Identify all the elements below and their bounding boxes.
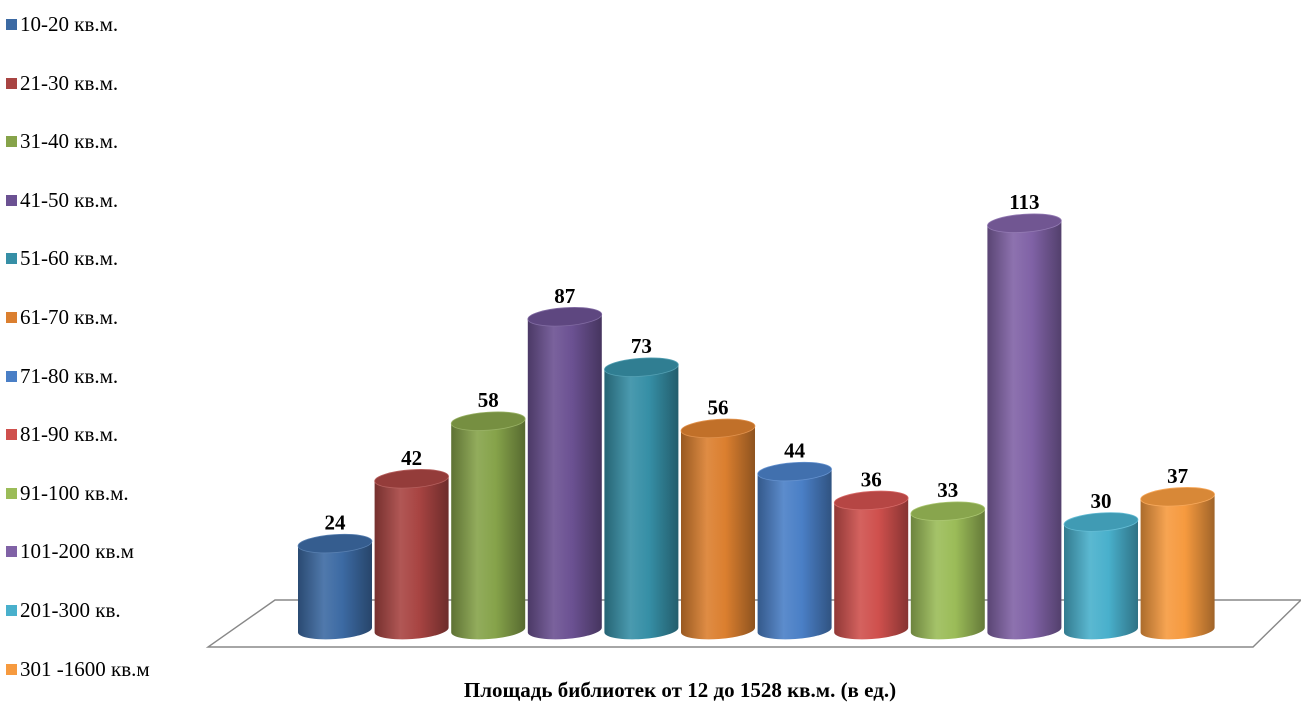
data-label: 37 [1167,464,1188,488]
legend-item: 201-300 кв. [6,597,216,656]
bar [1140,487,1215,640]
bar-top [910,501,986,521]
chart-legend: 10-20 кв.м. 21-30 кв.м. 31-40 кв.м. 41-50 к… [6,11,216,714]
bar-body [1140,494,1215,640]
legend-label: 21-30 кв.м. [20,70,119,95]
bar [987,213,1062,640]
bar-body [834,497,909,640]
legend-swatch [6,253,17,265]
data-label: 113 [1009,190,1039,214]
legend-item: 101-200 кв.м [6,538,216,597]
chart-title: Площадь библиотек от 12 до 1528 кв.м. (в… [463,678,897,702]
legend-swatch [6,370,17,382]
legend-item: 10-20 кв.м. [6,11,216,70]
legend-swatch [6,487,17,499]
legend-item: 31-40 кв.м. [6,128,216,187]
legend-label: 301 -1600 кв.м [20,656,150,681]
bar-body [1064,519,1139,640]
legend-label: 81-90 кв.м. [20,422,119,447]
data-label: 44 [784,439,806,463]
bar-body [910,508,985,640]
data-label: 42 [401,446,422,470]
legend-swatch [6,77,17,89]
legend-label: 61-70 кв.м. [20,304,119,329]
legend-swatch [6,546,17,558]
data-label: 36 [861,467,882,491]
legend-label: 41-50 кв.м. [20,187,119,212]
legend-item: 301 -1600 кв.м [6,656,216,714]
legend-item: 91-100 кв.м. [6,480,216,539]
legend-label: 10-20 кв.м. [20,12,119,36]
legend-item: 61-70 кв.м. [6,304,216,363]
bar [1063,512,1139,640]
legend-label: 71-80 кв.м. [20,363,119,388]
legend-swatch [6,604,17,616]
bar [450,411,526,640]
bar-top [757,461,832,482]
bar-body [451,418,526,640]
bar-body [527,314,602,640]
data-label: 33 [937,478,958,502]
bar [604,357,679,640]
bar-top [374,469,449,489]
data-label: 30 [1091,489,1112,513]
bar [910,501,986,640]
bar-body [681,425,756,640]
legend-item: 81-90 кв.м. [6,421,216,480]
data-label: 24 [325,511,347,535]
bar-body [604,364,679,640]
legend-label: 31-40 кв.м. [20,129,119,154]
bar-top [604,357,679,377]
bar-top [833,490,909,511]
bar-top [680,418,756,439]
bar-body [757,469,832,640]
bar-body [298,541,373,640]
bar-top [1063,512,1139,532]
bar-body [374,476,449,640]
bar-body [987,220,1062,640]
bar [297,533,373,640]
legend-item: 71-80 кв.м. [6,363,216,422]
bar [374,469,449,640]
bar-top [527,307,603,327]
legend-swatch [6,136,17,148]
legend-swatch [6,311,17,323]
data-label: 58 [478,388,499,412]
data-label: 56 [708,395,729,419]
bar [680,418,756,640]
bar-top [450,411,526,431]
bar [527,307,603,640]
bar [833,490,909,640]
bar [757,461,832,640]
bar-top [987,213,1062,233]
legend-swatch [6,429,17,441]
legend-label: 91-100 кв.м. [20,480,129,505]
legend-swatch [6,194,17,206]
legend-label: 101-200 кв.м [20,539,134,564]
legend-swatch [6,19,17,30]
bar-top [1140,487,1215,507]
legend-item: 21-30 кв.м. [6,70,216,129]
legend-item: 41-50 кв.м. [6,187,216,246]
data-label: 87 [554,284,575,308]
legend-label: 51-60 кв.м. [20,246,119,271]
data-label: 73 [631,334,652,358]
legend-item: 51-60 кв.м. [6,245,216,304]
legend-label: 201-300 кв. [20,597,121,622]
legend-swatch [6,663,17,675]
bar-top [297,533,373,554]
